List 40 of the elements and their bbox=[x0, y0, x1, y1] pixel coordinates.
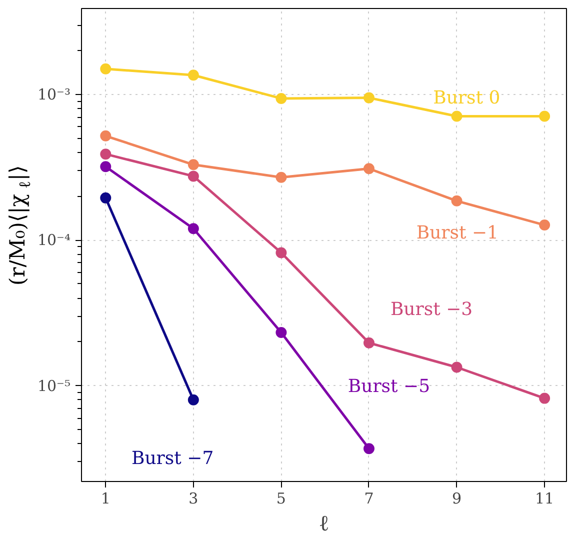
point bbox=[539, 392, 550, 404]
point bbox=[100, 161, 112, 172]
series-label: Burst −3 bbox=[390, 298, 473, 320]
x-tick-label: 11 bbox=[535, 490, 554, 508]
point bbox=[188, 223, 199, 234]
point bbox=[100, 130, 112, 142]
point bbox=[451, 110, 462, 122]
x-axis-title: ℓ bbox=[318, 512, 330, 536]
y-axis-title: (r/M₀)⟨|χℓ|⟩ bbox=[6, 165, 34, 286]
point bbox=[363, 92, 374, 104]
point bbox=[451, 362, 462, 373]
point bbox=[188, 159, 199, 170]
x-tick-label: 5 bbox=[276, 490, 286, 508]
point bbox=[188, 70, 199, 81]
point bbox=[188, 394, 199, 406]
y-tick-label: 10⁻⁵ bbox=[37, 376, 71, 395]
x-tick-label: 3 bbox=[188, 490, 198, 508]
series-label: Burst −1 bbox=[416, 222, 499, 244]
point bbox=[363, 163, 374, 174]
point bbox=[100, 192, 112, 204]
point bbox=[276, 92, 287, 104]
point bbox=[276, 172, 287, 183]
point bbox=[100, 148, 112, 160]
y-tick-label: 10⁻³ bbox=[37, 86, 71, 104]
point bbox=[539, 220, 550, 231]
point bbox=[276, 327, 287, 338]
point bbox=[363, 337, 374, 348]
point bbox=[100, 63, 112, 74]
series-label: Burst 0 bbox=[433, 88, 500, 109]
point bbox=[188, 170, 199, 182]
y-tick-label: 10⁻⁴ bbox=[37, 231, 71, 250]
x-tick-label: 9 bbox=[452, 490, 462, 508]
x-tick-label: 1 bbox=[100, 490, 110, 508]
series-label: Burst −5 bbox=[348, 376, 430, 397]
point bbox=[276, 247, 287, 258]
point bbox=[363, 443, 374, 454]
point bbox=[451, 195, 462, 206]
x-tick-label: 7 bbox=[364, 490, 374, 508]
point bbox=[539, 110, 550, 122]
text: Burst −7 bbox=[131, 448, 214, 470]
